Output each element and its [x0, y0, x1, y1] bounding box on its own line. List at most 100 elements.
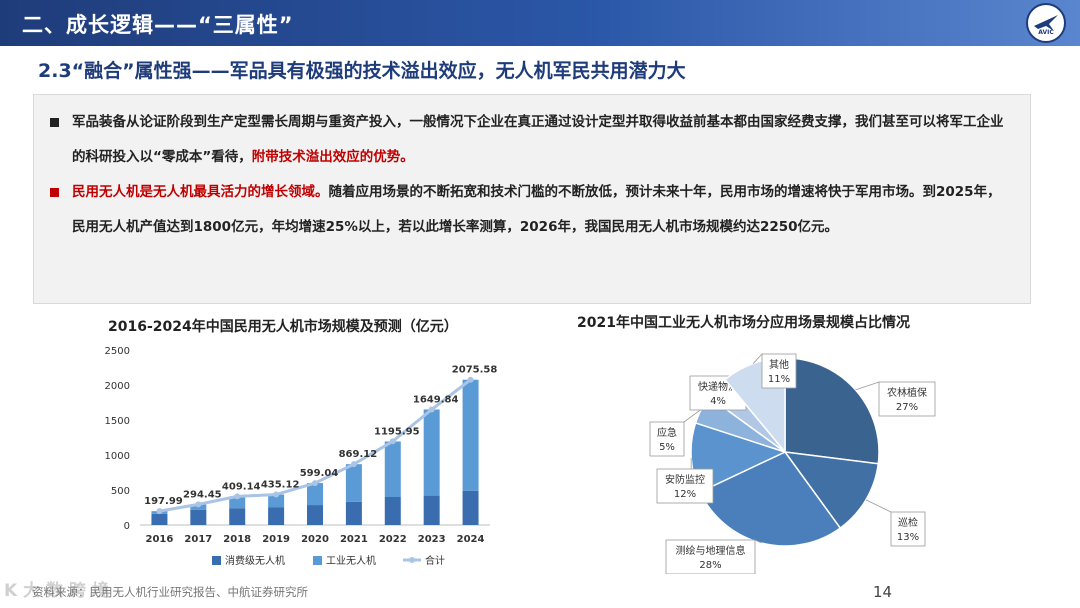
- paragraph-1-highlight: 附带技术溢出效应的优势。: [251, 149, 414, 165]
- paragraph-2-highlight: 民用无人机是无人机最具活力的增长领域。: [72, 184, 329, 200]
- legend-marker: [409, 557, 415, 563]
- data-label: 869.12: [339, 449, 378, 460]
- slice-percent: 13%: [897, 532, 919, 543]
- x-tick-label: 2022: [379, 534, 407, 545]
- x-tick-label: 2021: [340, 534, 368, 545]
- section-title: 二、成长逻辑——“三属性”: [22, 13, 294, 37]
- watermark: K 大 数 跨 境: [4, 581, 109, 601]
- legend-swatch: [313, 556, 322, 565]
- leader-line: [865, 499, 892, 513]
- data-label: 409.14: [222, 481, 261, 492]
- x-tick-label: 2019: [262, 534, 290, 545]
- data-label: 435.12: [261, 480, 300, 491]
- leader-line: [752, 353, 763, 364]
- leader-line: [754, 539, 762, 544]
- slice-percent: 27%: [896, 402, 918, 413]
- bar-segment: [423, 409, 440, 496]
- total-point: [273, 491, 280, 498]
- slice-label-box: [649, 421, 685, 457]
- y-tick-label: 1000: [105, 451, 130, 462]
- data-label: 197.99: [144, 496, 183, 507]
- slice-percent: 28%: [699, 560, 721, 571]
- total-point: [428, 406, 435, 413]
- data-label: 2075.58: [452, 365, 498, 376]
- bar-segment: [151, 513, 168, 525]
- slice-label-box: [665, 539, 756, 574]
- slice-name: 应急: [657, 426, 677, 439]
- total-point: [312, 480, 318, 487]
- leader-line: [855, 381, 880, 391]
- y-tick-label: 500: [111, 486, 130, 497]
- source-note: 资料来源：民用无人机行业研究报告、中航证券研究所: [32, 585, 308, 599]
- total-point: [234, 493, 241, 500]
- paragraph-1-text: 军品装备从论证阶段到生产定型需长周期与重资产投入，一般情况下企业在真正通过设计定…: [72, 114, 1004, 165]
- slice-label-box: [761, 353, 797, 389]
- x-tick-label: 2018: [223, 534, 251, 545]
- legend-label: 工业无人机: [326, 554, 376, 567]
- data-label: 599.04: [300, 468, 339, 479]
- bar-segment: [384, 441, 401, 497]
- legend-label: 合计: [425, 554, 445, 567]
- bar-segment: [423, 495, 440, 525]
- pie-chart: 农林植保27%巡检13%测绘与地理信息28%安防监控12%应急5%快递物流4%其…: [649, 353, 936, 574]
- slice-percent: 11%: [768, 374, 790, 385]
- y-tick-label: 0: [124, 521, 130, 532]
- paragraph-2: 民用无人机是无人机最具活力的增长领域。随着应用场景的不断拓宽和技术门槛的不断放低…: [48, 175, 1014, 245]
- summary-box: 军品装备从论证阶段到生产定型需长周期与重资产投入，一般情况下企业在真正通过设计定…: [33, 94, 1031, 304]
- slice-percent: 5%: [659, 442, 675, 453]
- square-bullet-icon: [50, 188, 59, 197]
- y-tick-label: 1500: [105, 416, 130, 427]
- bar-segment: [190, 509, 207, 525]
- x-tick-label: 2023: [418, 534, 446, 545]
- plane-icon: [1034, 15, 1058, 31]
- slice-label-box: [890, 511, 926, 547]
- bar-segment: [307, 505, 323, 525]
- bar-segment: [462, 490, 479, 525]
- x-tick-label: 2020: [301, 534, 329, 545]
- slice-name: 安防监控: [665, 473, 705, 486]
- y-tick-label: 2000: [105, 381, 130, 392]
- leader-line: [683, 409, 702, 423]
- bar-segment: [229, 508, 246, 525]
- bar-segment: [345, 464, 362, 502]
- total-point: [195, 501, 202, 508]
- bar-segment: [462, 379, 479, 491]
- company-logo: AVIC: [1026, 3, 1066, 43]
- bar-segment: [307, 483, 323, 506]
- data-label: 1649.84: [413, 395, 459, 406]
- total-point: [350, 461, 357, 468]
- page-number: 14: [873, 583, 893, 601]
- slice-name: 农林植保: [887, 386, 927, 399]
- page-subtitle: 2.3“融合”属性强——军品具有极强的技术溢出效应，无人机军民共用潜力大: [38, 60, 686, 82]
- slice-percent: 4%: [710, 396, 726, 407]
- bar-segment: [268, 494, 285, 508]
- x-tick-label: 2016: [146, 534, 174, 545]
- legend-label: 消费级无人机: [225, 554, 285, 567]
- slice-name: 其他: [769, 358, 789, 371]
- slice-label-box: [878, 381, 936, 417]
- total-point: [467, 376, 474, 383]
- slice-name: 测绘与地理信息: [676, 544, 746, 557]
- data-label: 1195.95: [374, 426, 420, 437]
- bar-segment: [345, 501, 362, 525]
- slice-label-box: [656, 468, 714, 504]
- slice-percent: 12%: [674, 489, 696, 500]
- bar-chart-title: 2016-2024年中国民用无人机市场规模及预测（亿元）: [108, 319, 458, 335]
- paragraph-2-text: 随着应用场景的不断拓宽和技术门槛的不断放低，预计未来十年，民用市场的增速将快于军…: [72, 184, 1001, 235]
- paragraph-1: 军品装备从论证阶段到生产定型需长周期与重资产投入，一般情况下企业在真正通过设计定…: [48, 105, 1014, 175]
- total-point: [389, 438, 396, 445]
- header-bar: 二、成长逻辑——“三属性” AVIC: [0, 0, 1080, 46]
- slice-name: 巡检: [898, 516, 918, 529]
- bar-chart: 0 500 1000 1500 2000 2500 2016 2017 2018 2019 2020…: [105, 346, 498, 567]
- logo-text: AVIC: [1038, 29, 1054, 36]
- total-point: [156, 508, 163, 515]
- bar-segment: [229, 496, 246, 509]
- bar-segment: [268, 507, 285, 525]
- x-tick-label: 2017: [184, 534, 212, 545]
- square-bullet-icon: [50, 118, 59, 127]
- data-label: 294.45: [183, 489, 222, 500]
- bar-segment: [384, 497, 401, 525]
- x-tick-label: 2024: [457, 534, 485, 545]
- pie-chart-title: 2021年中国工业无人机市场分应用场景规模占比情况: [577, 315, 910, 331]
- pie-slice: [784, 357, 880, 465]
